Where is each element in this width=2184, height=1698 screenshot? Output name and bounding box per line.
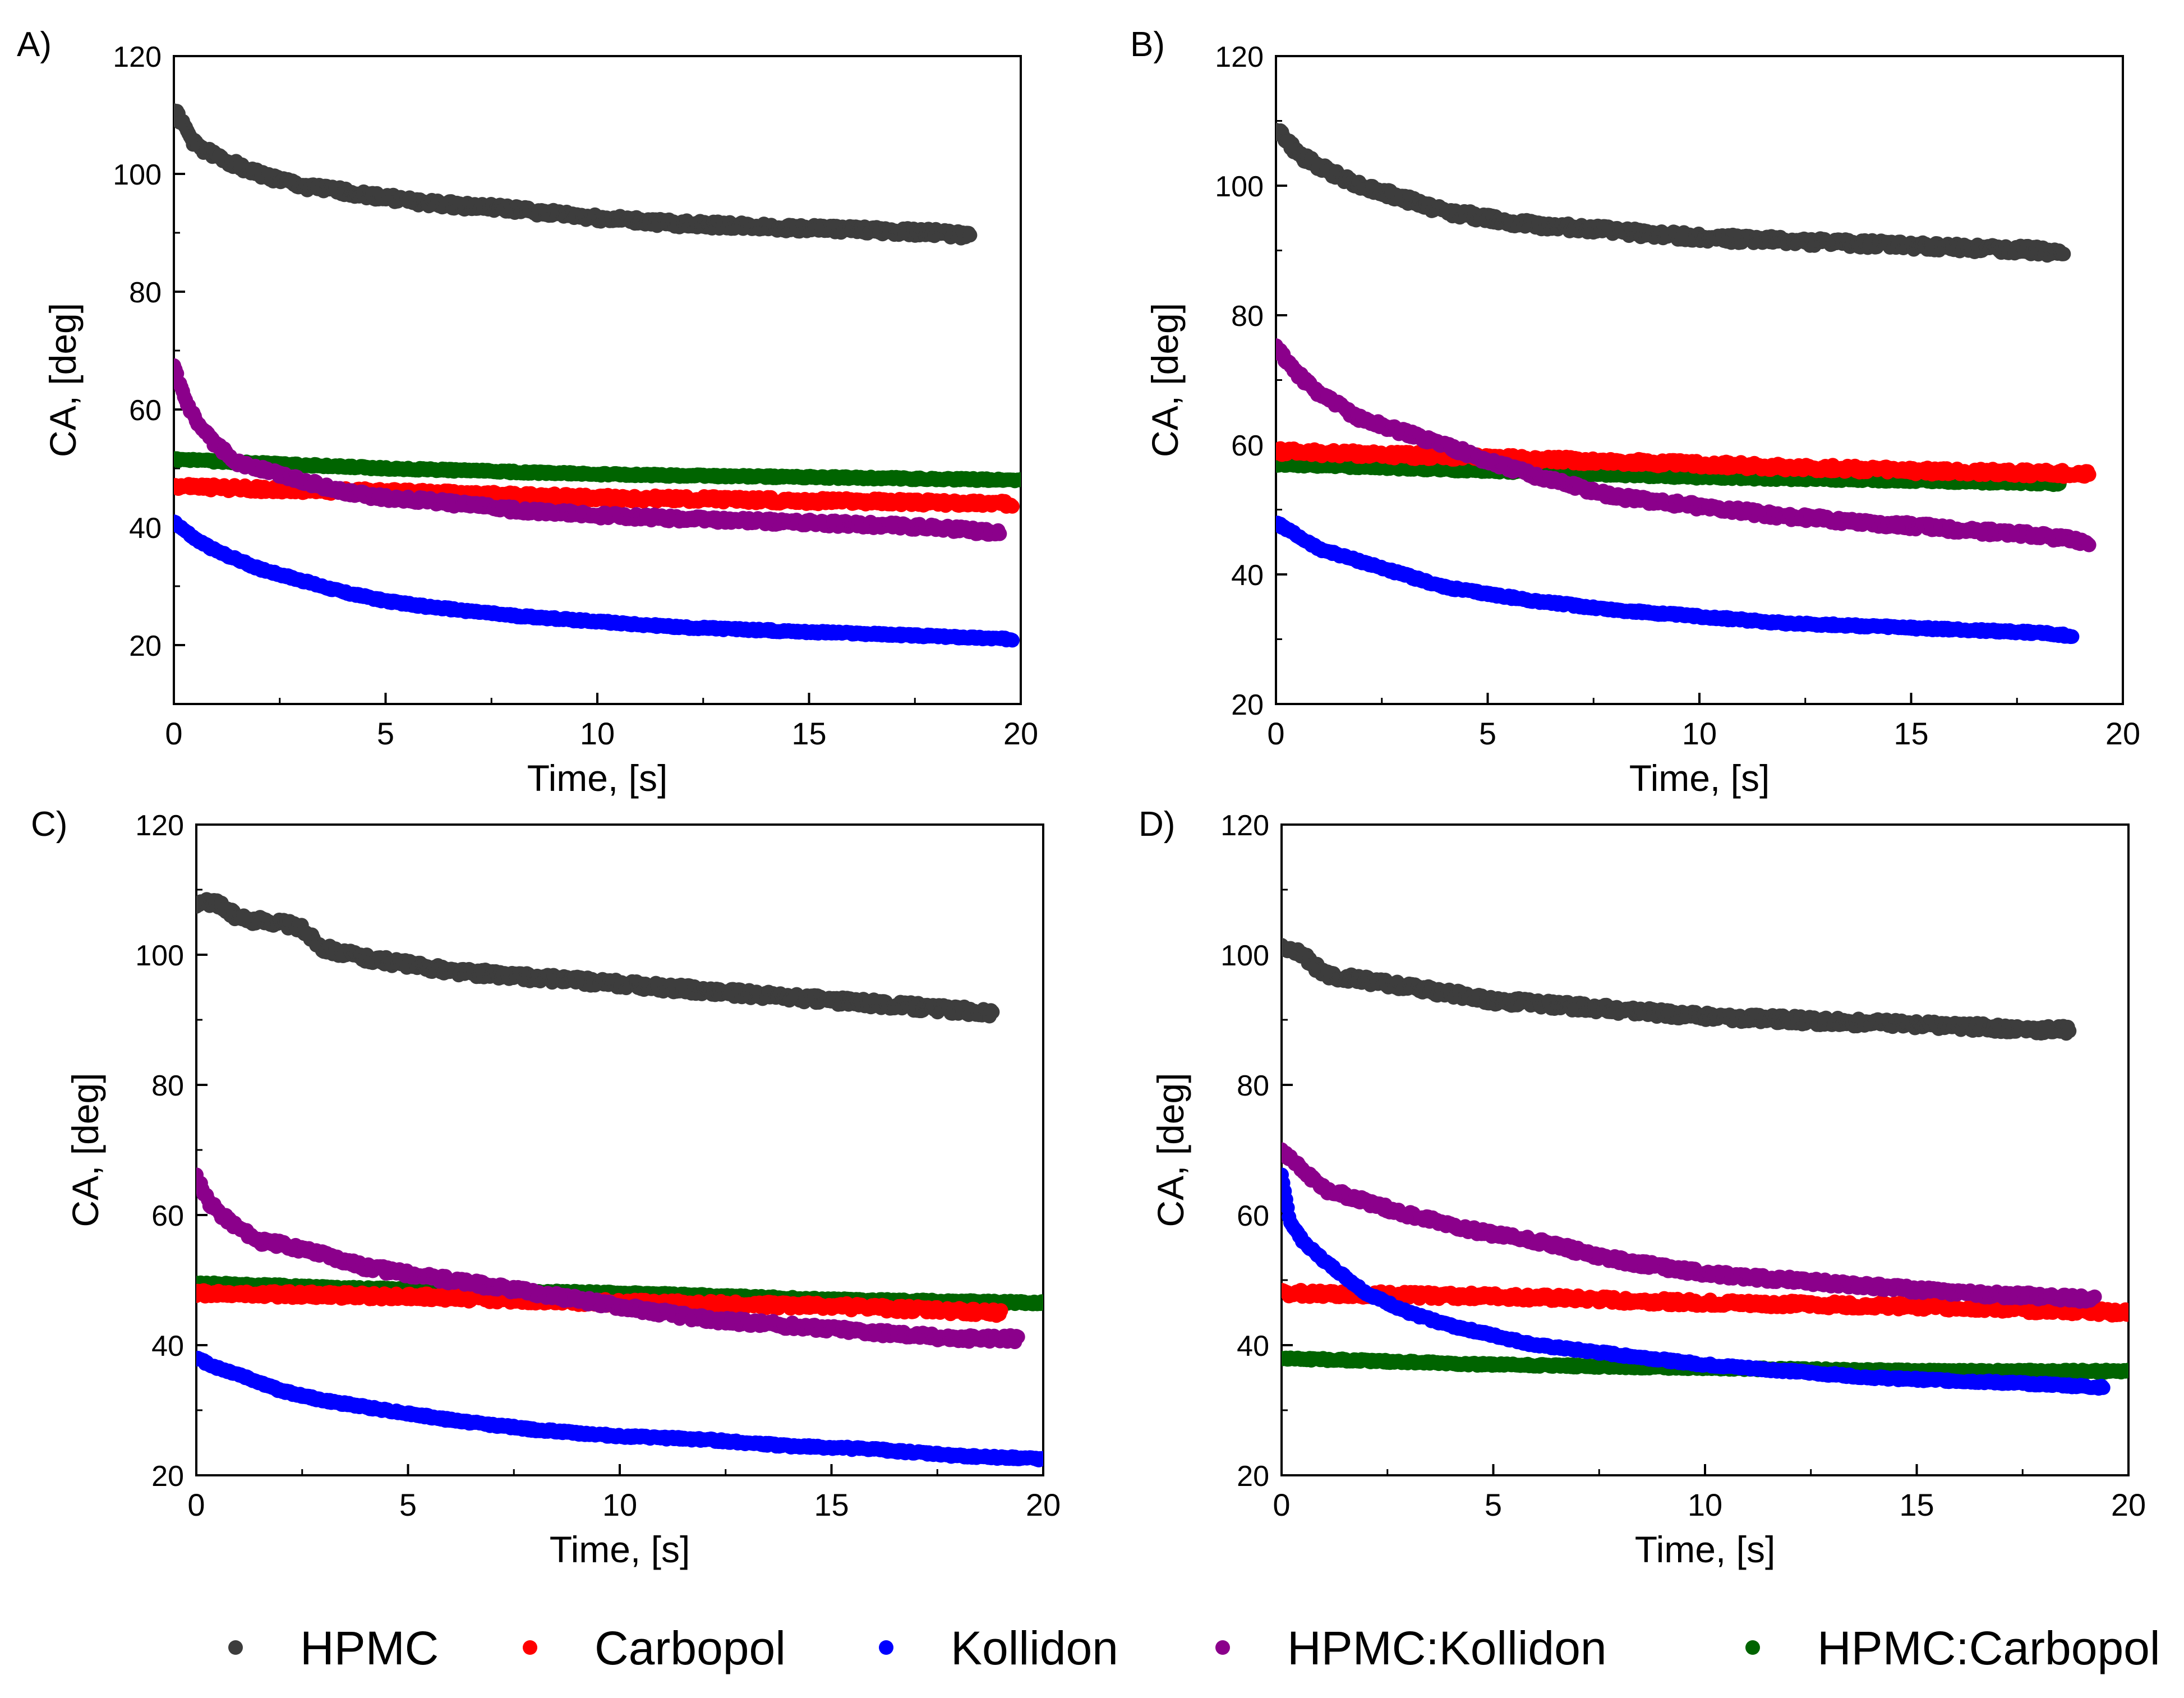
x-tick-label: 0: [165, 716, 182, 751]
x-tick-label: 0: [1267, 716, 1284, 751]
y-tick-label: 100: [113, 159, 162, 191]
data-point: [2082, 467, 2097, 482]
y-tick-label: 20: [129, 630, 162, 662]
x-tick-label: 5: [377, 716, 394, 751]
y-tick-label: 100: [1215, 171, 1264, 203]
y-tick-label: 60: [1231, 430, 1264, 462]
data-point: [992, 527, 1007, 541]
y-tick-label: 80: [129, 277, 162, 309]
x-tick-label: 15: [791, 716, 826, 751]
y-tick-label: 120: [1215, 41, 1264, 73]
data-point: [1005, 633, 1020, 647]
y-tick-label: 40: [129, 512, 162, 545]
panel-label: A): [17, 25, 52, 64]
y-tick-label: 80: [1231, 300, 1264, 333]
x-axis-label: Time, [s]: [527, 757, 668, 799]
data-point: [2065, 629, 2079, 644]
x-tick-label: 20: [1003, 716, 1038, 751]
x-tick-label: 15: [1893, 716, 1928, 751]
y-tick-label: 20: [1231, 689, 1264, 721]
x-tick-label: 20: [2105, 716, 2140, 751]
y-axis-label: CA, [deg]: [42, 303, 84, 457]
x-tick-label: 10: [1682, 716, 1717, 751]
x-axis-label: Time, [s]: [1629, 757, 1770, 799]
data-point: [1005, 499, 1020, 514]
data-point: [962, 228, 977, 242]
y-tick-label: 60: [129, 394, 162, 427]
y-axis-label: CA, [deg]: [1144, 303, 1186, 457]
x-tick-label: 10: [580, 716, 615, 751]
y-tick-label: 40: [1231, 559, 1264, 592]
y-tick-label: 120: [113, 41, 162, 73]
x-tick-label: 5: [1479, 716, 1496, 751]
panel-label: B): [1130, 25, 1165, 64]
